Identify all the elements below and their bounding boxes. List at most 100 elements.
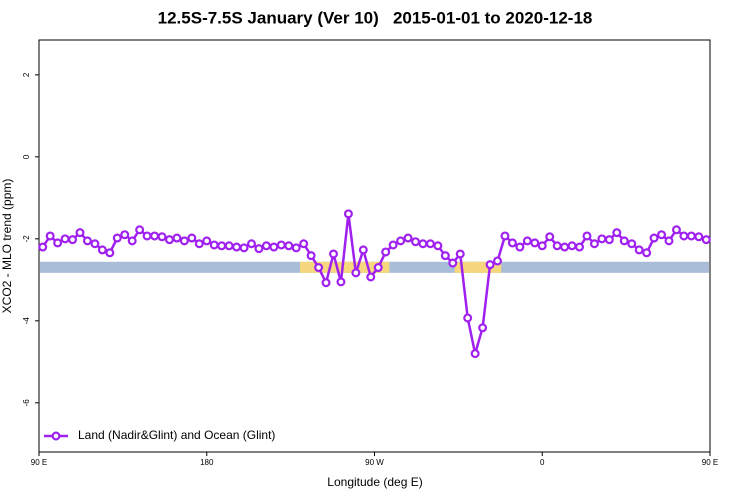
data-point	[202, 236, 212, 246]
data-point	[90, 239, 100, 249]
x-tick-label: 0	[540, 458, 545, 467]
data-point	[306, 251, 316, 261]
data-point	[135, 225, 145, 235]
data-point	[187, 233, 197, 243]
data-point	[53, 238, 63, 248]
data-point	[582, 231, 592, 241]
data-point	[82, 236, 92, 246]
highlight-span	[454, 261, 502, 273]
data-point	[515, 242, 525, 252]
data-point	[679, 231, 689, 241]
data-point	[627, 239, 637, 249]
x-tick-label: 180	[200, 458, 214, 467]
data-point	[127, 236, 137, 246]
x-tick-label: 90 W	[365, 458, 384, 467]
data-point	[701, 235, 711, 245]
y-axis-label: XCO2 - MLO trend (ppm)	[0, 179, 14, 314]
y-tick-label: 0	[22, 154, 31, 159]
data-point	[396, 236, 406, 246]
y-tick-label: 2	[22, 72, 31, 77]
data-point	[269, 242, 279, 252]
data-point	[366, 272, 376, 282]
x-axis-label: Longitude (deg E)	[327, 475, 422, 489]
data-point	[388, 240, 398, 250]
data-point	[485, 260, 495, 270]
data-point	[463, 313, 473, 323]
data-point	[657, 230, 667, 240]
data-point	[493, 256, 503, 266]
data-point	[530, 238, 540, 248]
data-point	[507, 238, 517, 248]
data-point	[232, 242, 242, 252]
data-point	[328, 249, 338, 259]
data-layer	[38, 209, 711, 359]
data-point	[664, 236, 674, 246]
data-point	[314, 263, 324, 273]
data-point	[164, 235, 174, 245]
data-point	[522, 236, 532, 246]
data-point	[217, 241, 227, 251]
data-point	[433, 241, 443, 251]
data-point	[567, 241, 577, 251]
data-point	[112, 233, 122, 243]
data-point	[470, 349, 480, 359]
data-point	[560, 242, 570, 252]
legend-marker	[51, 431, 61, 441]
data-point	[351, 268, 361, 278]
data-point	[276, 240, 286, 250]
data-point	[68, 235, 78, 245]
data-point	[448, 258, 458, 268]
chart-title: 12.5S-7.5S January (Ver 10) 2015-01-01 t…	[158, 8, 593, 27]
data-point	[343, 209, 353, 219]
data-point	[142, 231, 152, 241]
data-point	[425, 239, 435, 249]
data-point	[612, 228, 622, 238]
data-point	[150, 231, 160, 241]
data-point	[589, 239, 599, 249]
data-point	[239, 243, 249, 253]
data-point	[373, 263, 383, 273]
highlight-span	[299, 261, 390, 273]
series-line	[41, 213, 707, 354]
data-point	[686, 231, 696, 241]
legend-label: Land (Nadir&Glint) and Ocean (Glint)	[78, 428, 275, 442]
data-point	[45, 231, 55, 241]
data-point	[60, 234, 70, 244]
data-point	[97, 245, 107, 255]
data-point	[172, 233, 182, 243]
y-tick-label: -2	[22, 235, 31, 243]
data-point	[38, 242, 48, 252]
data-point	[552, 241, 562, 251]
data-point	[619, 236, 629, 246]
data-point	[299, 239, 309, 249]
data-point	[649, 233, 659, 243]
data-point	[224, 241, 234, 251]
data-point	[403, 233, 413, 243]
data-point	[105, 248, 115, 258]
x-tick-label: 90 E	[702, 458, 718, 467]
data-point	[478, 323, 488, 333]
data-point	[418, 239, 428, 249]
data-point	[179, 236, 189, 246]
data-point	[254, 244, 264, 254]
plot-frame	[38, 39, 711, 453]
data-point	[440, 251, 450, 261]
data-point	[120, 230, 130, 240]
data-point	[261, 241, 271, 251]
y-tick-label: -4	[22, 317, 31, 325]
legend: Land (Nadir&Glint) and Ocean (Glint)	[44, 428, 275, 442]
data-point	[291, 243, 301, 253]
y-tick-label: -6	[22, 399, 31, 407]
data-point	[336, 277, 346, 287]
data-point	[694, 232, 704, 242]
x-tick-label: 90 E	[31, 458, 47, 467]
data-point	[284, 241, 294, 251]
data-point	[537, 241, 547, 251]
data-point	[671, 225, 681, 235]
data-point	[500, 231, 510, 241]
data-point	[455, 249, 465, 259]
data-point	[604, 235, 614, 245]
data-point	[209, 240, 219, 250]
data-point	[642, 248, 652, 258]
